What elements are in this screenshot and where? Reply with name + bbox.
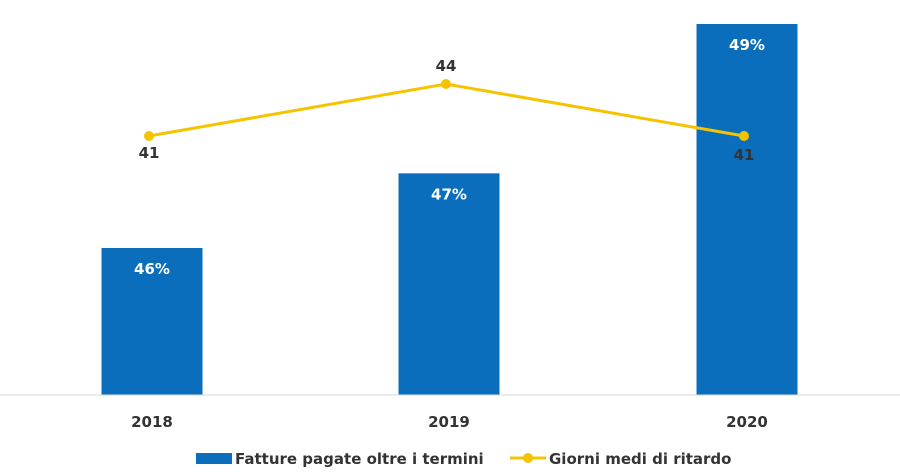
line-point-2018 xyxy=(144,131,154,141)
bar-2018 xyxy=(101,248,203,395)
bar-label-2019: 47% xyxy=(431,185,467,203)
legend-bar-label: Fatture pagate oltre i termini xyxy=(235,450,484,468)
line-path xyxy=(148,82,745,138)
x-tick-label-2020: 2020 xyxy=(726,413,768,431)
legend-line-marker xyxy=(523,453,533,463)
line-point-2020 xyxy=(739,131,749,141)
legend-line-label: Giorni medi di ritardo xyxy=(549,450,731,468)
line-series: 41 44 41 xyxy=(139,57,755,164)
x-tick-label-2019: 2019 xyxy=(428,413,470,431)
line-point-label-2018: 41 xyxy=(139,144,160,162)
bar-label-2020: 49% xyxy=(729,36,765,54)
legend-bar-swatch xyxy=(196,453,232,464)
line-point-2019 xyxy=(441,79,451,90)
legend: Fatture pagate oltre i termini Giorni me… xyxy=(196,450,731,468)
line-point-label-2019: 44 xyxy=(436,57,457,75)
bar-series: 46% 47% 49% xyxy=(101,23,798,396)
bar-label-2018: 46% xyxy=(134,260,170,278)
x-axis-ticks: 2018 2019 2020 xyxy=(131,413,768,431)
x-tick-label-2018: 2018 xyxy=(131,413,173,431)
bar-2020 xyxy=(696,23,798,396)
bar-2019 xyxy=(398,173,500,395)
line-point-label-2020: 41 xyxy=(734,146,755,164)
